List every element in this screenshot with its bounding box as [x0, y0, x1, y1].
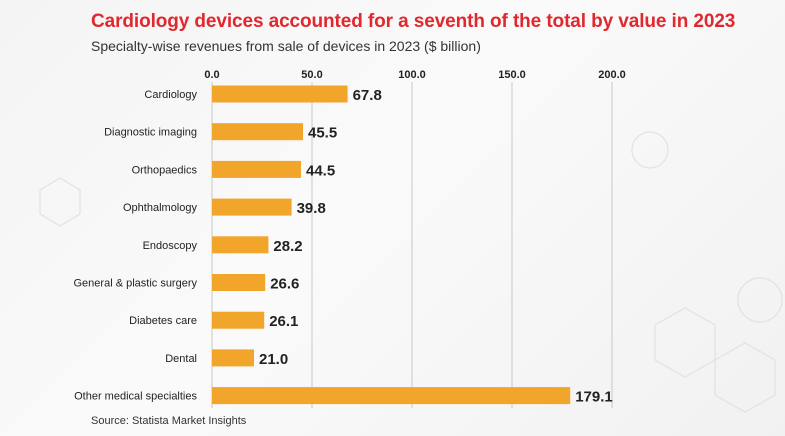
category-label: Cardiology: [144, 89, 197, 101]
category-label: Diagnostic imaging: [104, 127, 197, 139]
category-label: General & plastic surgery: [74, 278, 198, 290]
data-label: 179.1: [575, 389, 613, 406]
x-tick-label: 50.0: [301, 69, 322, 81]
source-note: Source: Statista Market Insights: [91, 415, 247, 427]
data-label: 45.5: [308, 125, 337, 142]
data-label: 21.0: [259, 351, 288, 368]
category-label: Orthopaedics: [132, 164, 198, 176]
data-label: 67.8: [353, 87, 382, 104]
bar: [212, 274, 266, 291]
category-label: Other medical specialties: [74, 391, 197, 403]
data-label: 26.1: [269, 313, 298, 330]
x-tick-label: 100.0: [398, 69, 426, 81]
bar: [212, 160, 301, 178]
bar: [212, 387, 571, 405]
data-label: 26.6: [270, 276, 299, 293]
category-label: Dental: [165, 353, 197, 365]
category-label: Ophthalmology: [123, 202, 197, 214]
chart-title: Cardiology devices accounted for a seven…: [91, 11, 736, 32]
data-label: 28.2: [273, 238, 302, 255]
data-label: 39.8: [297, 200, 326, 217]
x-tick-label: 0.0: [204, 69, 219, 81]
bar: [212, 198, 292, 216]
bar: [212, 85, 348, 103]
category-label: Diabetes care: [129, 315, 197, 327]
bar: [212, 236, 269, 254]
x-tick-label: 150.0: [498, 69, 526, 81]
bar: [212, 349, 254, 367]
x-tick-label: 200.0: [598, 69, 626, 81]
category-label: Endoscopy: [143, 240, 198, 252]
data-label: 44.5: [306, 162, 335, 179]
chart-subtitle: Specialty-wise revenues from sale of dev…: [91, 38, 481, 54]
bar: [212, 123, 303, 141]
bar: [212, 311, 265, 329]
